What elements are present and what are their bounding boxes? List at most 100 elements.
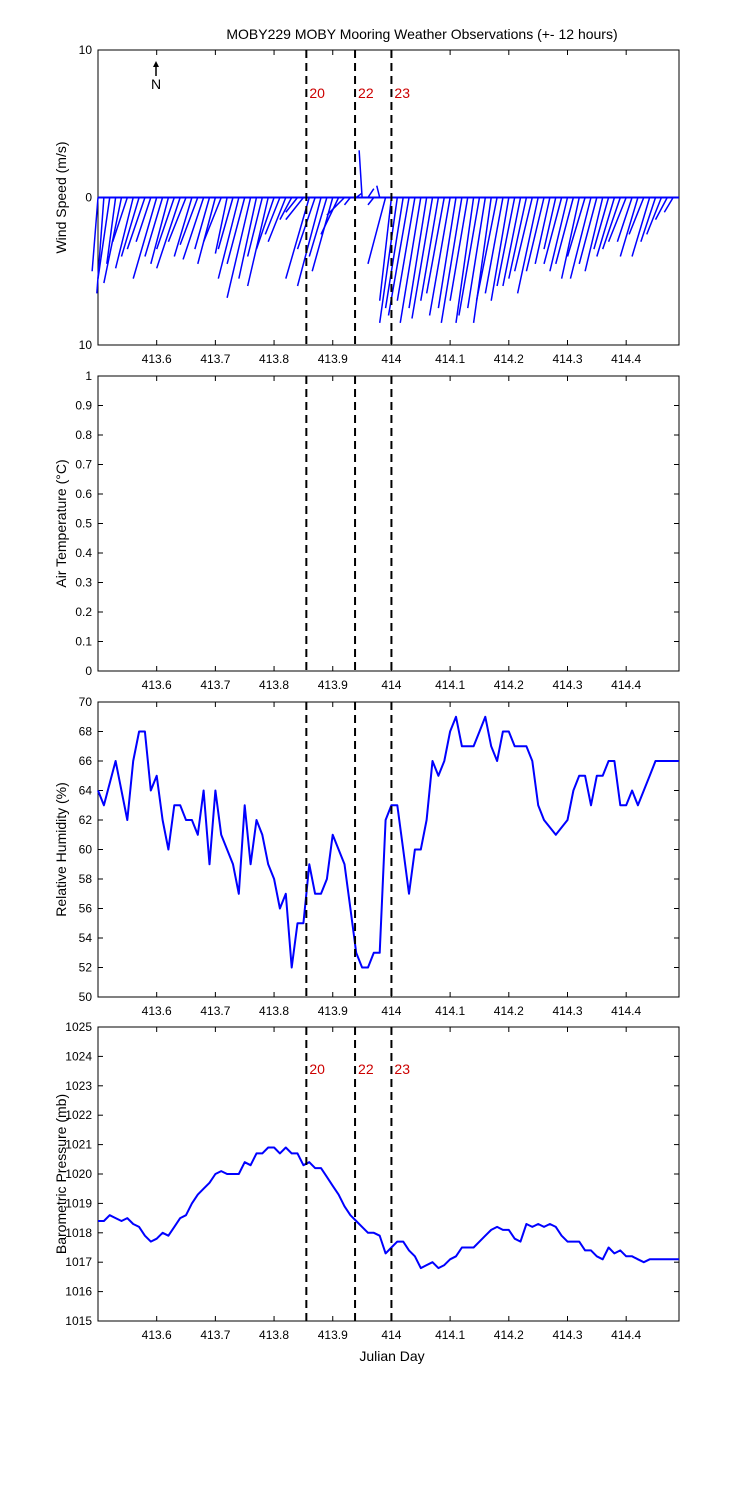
wind-vector bbox=[534, 197, 551, 265]
wind-vector bbox=[264, 197, 281, 235]
x-tick-label: 414.1 bbox=[435, 352, 465, 366]
wind-vector bbox=[97, 197, 111, 279]
x-tick-label: 413.7 bbox=[200, 352, 230, 366]
x-tick-label: 413.8 bbox=[259, 352, 289, 366]
wind-vector bbox=[114, 197, 134, 269]
plot-frame bbox=[97, 701, 680, 998]
wind-vector bbox=[378, 197, 393, 301]
x-tick-label: 414 bbox=[381, 1004, 401, 1018]
wind-vector bbox=[376, 185, 381, 198]
wind-vector bbox=[217, 197, 234, 250]
wind-vector bbox=[202, 197, 222, 243]
wind-vector bbox=[631, 197, 651, 257]
wind-vector bbox=[466, 197, 487, 309]
wind-vector bbox=[135, 197, 152, 242]
wind-vector bbox=[167, 197, 187, 243]
x-tick-label: 414.2 bbox=[494, 352, 524, 366]
wind-vector bbox=[358, 150, 363, 198]
wind-vector bbox=[555, 197, 575, 265]
y-tick-label: 1015 bbox=[65, 1314, 92, 1328]
wind-vector bbox=[496, 197, 516, 287]
x-tick-label: 413.6 bbox=[142, 1004, 172, 1018]
wind-vector bbox=[267, 197, 287, 243]
x-tick-label: 413.6 bbox=[142, 678, 172, 692]
x-tick-label: 413.6 bbox=[142, 1328, 172, 1342]
event-marker-label: 22 bbox=[358, 1061, 374, 1077]
y-tick-label: 56 bbox=[79, 902, 93, 916]
wind-vector bbox=[144, 197, 164, 257]
wind-vector bbox=[182, 197, 205, 260]
event-marker-label: 23 bbox=[394, 1061, 410, 1077]
y-tick-label: 0 bbox=[85, 664, 92, 678]
wind-vector bbox=[91, 197, 99, 272]
x-tick-label: 414 bbox=[381, 678, 401, 692]
y-tick-label: 66 bbox=[79, 754, 93, 768]
y-tick-label: 1024 bbox=[65, 1049, 92, 1063]
x-tick-label: 413.7 bbox=[200, 1328, 230, 1342]
figure-title: MOBY229 MOBY Mooring Weather Observation… bbox=[226, 26, 617, 42]
wind-vector bbox=[396, 197, 416, 301]
x-tick-label: 413.7 bbox=[200, 678, 230, 692]
wind-vector bbox=[378, 197, 399, 323]
wind-vector bbox=[628, 197, 645, 235]
wind-vector bbox=[238, 197, 258, 279]
wind-vector bbox=[513, 197, 534, 272]
x-tick-label: 414.3 bbox=[552, 1328, 582, 1342]
wind-vector bbox=[132, 197, 158, 279]
wind-vector bbox=[640, 197, 657, 242]
wind-vector bbox=[484, 197, 504, 294]
north-arrow-icon bbox=[153, 61, 159, 67]
y-tick-label: 1021 bbox=[65, 1138, 92, 1152]
wind-vector bbox=[428, 197, 451, 316]
wind-vector bbox=[458, 197, 481, 316]
y-axis-label: Relative Humidity (%) bbox=[53, 782, 69, 917]
x-tick-label: 414.2 bbox=[494, 1004, 524, 1018]
wind-vector bbox=[475, 197, 498, 301]
wind-vector bbox=[387, 197, 410, 316]
wind-vector bbox=[616, 197, 633, 242]
series-line bbox=[98, 1146, 679, 1270]
x-tick-label: 414 bbox=[381, 352, 401, 366]
wind-vector bbox=[308, 197, 328, 257]
wind-vector bbox=[126, 197, 146, 250]
plot-frame bbox=[97, 375, 680, 672]
wind-vector bbox=[440, 197, 463, 323]
y-tick-label: 0.3 bbox=[75, 576, 92, 590]
wind-vector bbox=[502, 197, 522, 287]
wind-vector bbox=[549, 197, 569, 272]
wind-vector bbox=[569, 197, 592, 279]
y-tick-label: 0 bbox=[85, 191, 92, 205]
y-tick-label: 1022 bbox=[65, 1108, 92, 1122]
x-tick-label: 413.8 bbox=[259, 1328, 289, 1342]
y-tick-label: 58 bbox=[79, 872, 93, 886]
wind-vector bbox=[367, 197, 375, 206]
x-tick-label: 413.9 bbox=[318, 678, 348, 692]
y-tick-label: 52 bbox=[79, 961, 93, 975]
x-tick-label: 414.1 bbox=[435, 1328, 465, 1342]
north-label: N bbox=[151, 76, 161, 92]
wind-vector bbox=[155, 197, 176, 250]
y-axis-label: Barometric Pressure (mb) bbox=[53, 1094, 69, 1254]
y-tick-label: 0.5 bbox=[75, 517, 92, 531]
y-tick-label: 70 bbox=[79, 695, 93, 709]
event-marker-label: 23 bbox=[394, 85, 410, 101]
y-tick-label: 1023 bbox=[65, 1079, 92, 1093]
y-axis-label: Air Temperature (°C) bbox=[53, 459, 69, 587]
y-tick-label: 0.6 bbox=[75, 487, 92, 501]
wind-vector bbox=[516, 197, 539, 294]
x-tick-label: 413.8 bbox=[259, 1004, 289, 1018]
x-tick-label: 413.9 bbox=[318, 1004, 348, 1018]
wind-vector bbox=[455, 197, 475, 323]
wind-vector bbox=[155, 197, 181, 269]
y-tick-label: 0.4 bbox=[75, 546, 92, 560]
y-axis-label: Wind Speed (m/s) bbox=[53, 141, 69, 253]
x-tick-label: 414.1 bbox=[435, 678, 465, 692]
wind-vector bbox=[508, 197, 528, 279]
panel-relative-humidity: 413.6 413.7 413.8 413.9 414 414.1 414.2 414.3 41… bbox=[53, 695, 680, 1018]
y-tick-label: 10 bbox=[79, 338, 93, 352]
wind-vector bbox=[326, 196, 346, 216]
x-tick-label: 414.3 bbox=[552, 678, 582, 692]
y-tick-label: 1 bbox=[85, 369, 92, 383]
wind-vector bbox=[197, 197, 217, 265]
y-tick-label: 62 bbox=[79, 813, 93, 827]
